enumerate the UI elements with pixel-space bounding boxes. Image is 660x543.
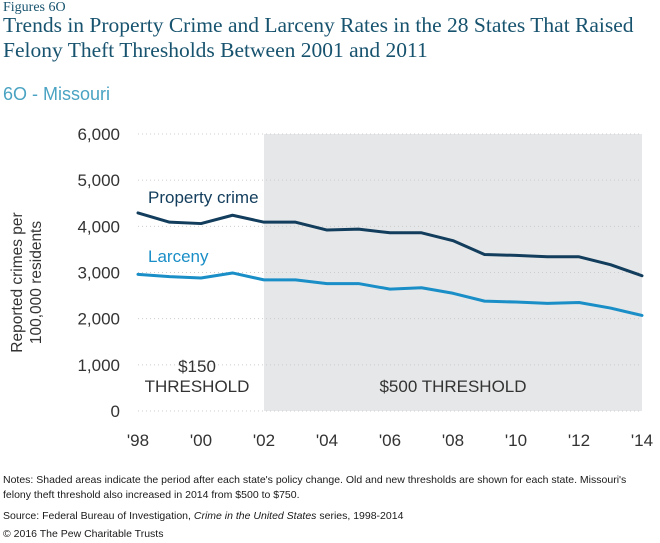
source-title: Crime in the United States [193,510,317,522]
line-chart: 0 1,000 2,000 3,000 4,000 5,000 6,000 '98 '00 '02… [9,125,653,450]
annotation-new-threshold: $500 THRESHOLD [379,377,526,396]
chart-notes: Notes: Shaded areas indicate the period … [3,474,627,501]
annotation-old-threshold: $150 [178,357,216,376]
x-tick-label: '12 [568,431,590,450]
chart-subtitle: 6O - Missouri [3,84,111,104]
y-tick-label: 3,000 [77,264,120,283]
y-tick-label: 0 [111,402,120,421]
x-tick-label: '02 [253,431,275,450]
y-axis-label: Reported crimes per 100,000 residents [9,212,45,352]
copyright: © 2016 The Pew Charitable Trusts [3,528,164,540]
series-label-property-crime: Property crime [148,188,259,207]
series-label-larceny: Larceny [148,247,209,266]
x-tick-label: '10 [505,431,527,450]
y-axis-label-line: 100,000 residents [28,221,45,344]
y-tick-label: 2,000 [77,310,120,329]
source-prefix: Source: Federal Bureau of Investigation, [3,510,194,522]
y-tick-label: 1,000 [77,356,120,375]
shaded-region [264,134,642,411]
y-tick-label: 5,000 [77,171,120,190]
annotation-old-threshold: THRESHOLD [145,377,250,396]
y-axis-label-line: Reported crimes per [9,212,26,352]
x-tick-label: '06 [379,431,401,450]
y-tick-label: 4,000 [77,217,120,236]
y-tick-label: 6,000 [77,125,120,144]
figure-label: Figures 6O [3,0,66,15]
chart-title: Trends in Property Crime and Larceny Rat… [3,13,634,62]
source-suffix: series, 1998-2014 [316,510,404,522]
larceny-line [136,271,644,317]
x-tick-label: '98 [127,431,149,450]
x-tick-label: '08 [442,431,464,450]
property-crime-line [136,211,644,278]
x-tick-label: '04 [316,431,338,450]
x-tick-label: '14 [631,431,653,450]
x-tick-label: '00 [190,431,212,450]
chart-source: Source: Federal Bureau of Investigation,… [3,510,403,522]
